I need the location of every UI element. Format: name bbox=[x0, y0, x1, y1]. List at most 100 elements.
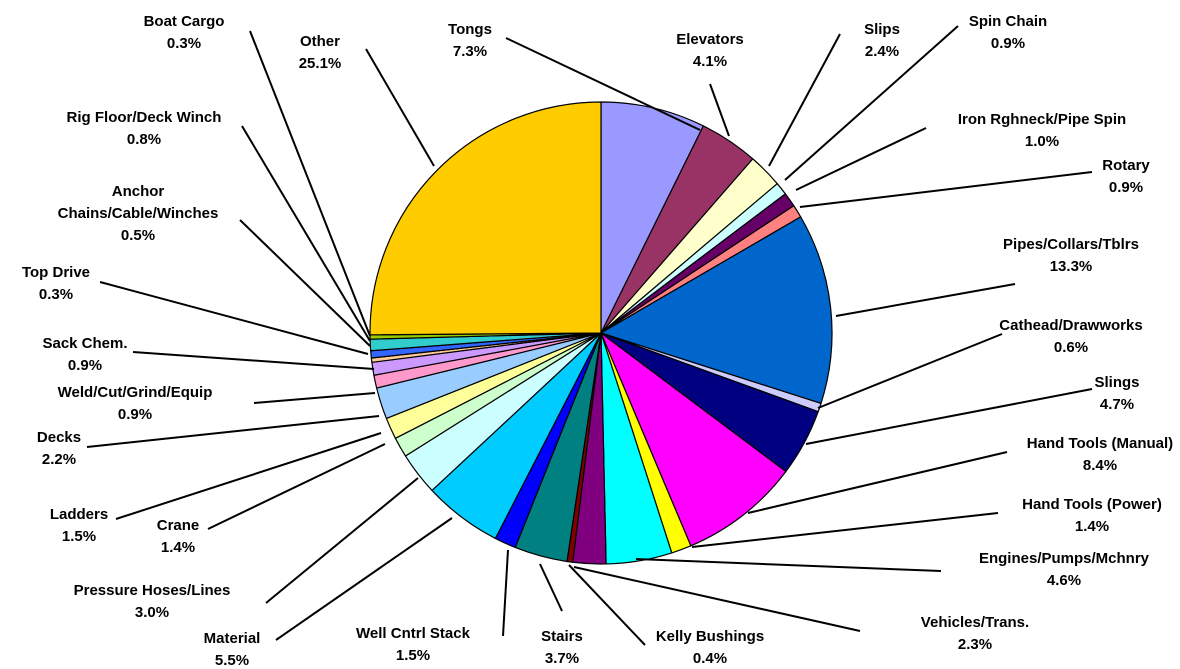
slice-label-value: 7.3% bbox=[453, 43, 487, 60]
slice-label-value: 0.9% bbox=[68, 357, 102, 374]
slice-label-name: Material bbox=[204, 630, 261, 647]
slice-label-value: 2.2% bbox=[42, 451, 76, 468]
leader-line-cathead-drawworks bbox=[818, 334, 1002, 408]
slice-label-value: 3.7% bbox=[545, 650, 579, 667]
slice-label-name: Pipes/Collars/Tblrs bbox=[1003, 236, 1139, 253]
slice-label-name: Weld/Cut/Grind/Equip bbox=[58, 384, 213, 401]
slice-label-value: 1.5% bbox=[62, 528, 96, 545]
leader-line-vehicles-trans bbox=[574, 567, 860, 631]
slice-label-name: Pressure Hoses/Lines bbox=[74, 582, 231, 599]
slice-label-pipes-collars-tblrs: Pipes/Collars/Tblrs 13.3% bbox=[1003, 236, 1139, 275]
slice-label-ladders: Ladders 1.5% bbox=[50, 506, 108, 545]
slice-label-crane: Crane 1.4% bbox=[157, 517, 200, 556]
leader-line-elevators bbox=[710, 84, 729, 136]
slice-label-name: Hand Tools (Manual) bbox=[1027, 435, 1173, 452]
leader-line-pressure-hoses-lines bbox=[266, 478, 418, 603]
slice-label-value: 0.3% bbox=[39, 286, 73, 303]
slice-label-value: 1.4% bbox=[161, 539, 195, 556]
slice-label-name: Vehicles/Trans. bbox=[921, 614, 1029, 631]
slice-label-value: 1.5% bbox=[396, 647, 430, 664]
slice-label-value: 5.5% bbox=[215, 652, 249, 669]
slice-label-name: Chains/Cable/Winches bbox=[58, 205, 219, 222]
leader-line-material bbox=[276, 518, 452, 640]
slice-label-name: Boat Cargo bbox=[144, 13, 225, 30]
slice-label-name: Slings bbox=[1094, 374, 1139, 391]
leader-line-engines-pumps-mchnry bbox=[636, 559, 941, 571]
slice-label-value: 3.0% bbox=[135, 604, 169, 621]
slice-label-hand-tools-power: Hand Tools (Power) 1.4% bbox=[1022, 496, 1162, 535]
slice-label-name: Kelly Bushings bbox=[656, 628, 764, 645]
slice-label-rig-floor-deck-winch: Rig Floor/Deck Winch 0.8% bbox=[67, 109, 222, 148]
slice-label-name: Slips bbox=[864, 21, 900, 38]
slice-label-value: 25.1% bbox=[299, 55, 342, 72]
leader-line-iron-rghneck-pipe-spin bbox=[796, 128, 926, 190]
slice-label-value: 0.6% bbox=[1054, 339, 1088, 356]
slice-label-value: 0.5% bbox=[121, 227, 155, 244]
slice-label-kelly-bushings: Kelly Bushings 0.4% bbox=[656, 628, 764, 667]
pie-slices bbox=[370, 102, 832, 564]
slice-label-value: 4.7% bbox=[1100, 396, 1134, 413]
leader-line-sack-chem bbox=[133, 352, 374, 369]
slice-label-value: 1.4% bbox=[1075, 518, 1109, 535]
slice-label-name: Top Drive bbox=[22, 264, 90, 281]
slice-label-slings: Slings 4.7% bbox=[1094, 374, 1139, 413]
slice-label-stairs: Stairs 3.7% bbox=[541, 628, 583, 667]
slice-label-value: 4.6% bbox=[1047, 572, 1081, 589]
slice-label-elevators: Elevators 4.1% bbox=[676, 31, 744, 70]
slice-label-value: 2.3% bbox=[958, 636, 992, 653]
slice-label-pressure-hoses-lines: Pressure Hoses/Lines 3.0% bbox=[74, 582, 231, 621]
slice-label-slips: Slips 2.4% bbox=[864, 21, 900, 60]
slice-label-name: Spin Chain bbox=[969, 13, 1047, 30]
leader-line-boat-cargo bbox=[250, 31, 370, 336]
slice-label-name: Cathead/Drawworks bbox=[999, 317, 1142, 334]
slice-label-name: Stairs bbox=[541, 628, 583, 645]
slice-label-engines-pumps-mchnry: Engines/Pumps/Mchnry 4.6% bbox=[979, 550, 1150, 589]
slice-label-value: 0.9% bbox=[1109, 179, 1143, 196]
slice-label-name: Hand Tools (Power) bbox=[1022, 496, 1162, 513]
slice-label-top-drive: Top Drive 0.3% bbox=[22, 264, 90, 303]
slice-label-vehicles-trans: Vehicles/Trans. 2.3% bbox=[921, 614, 1029, 653]
leader-line-other bbox=[366, 49, 434, 166]
slice-label-value: 0.8% bbox=[127, 131, 161, 148]
slice-label-value: 2.4% bbox=[865, 43, 899, 60]
slice-label-name: Tongs bbox=[448, 21, 492, 38]
leader-line-ladders bbox=[116, 433, 381, 519]
slice-label-name: Decks bbox=[37, 429, 81, 446]
slice-label-name: Rotary bbox=[1102, 157, 1150, 174]
slice-label-weld-cut-grind-equip: Weld/Cut/Grind/Equip 0.9% bbox=[58, 384, 213, 423]
slice-label-name: Elevators bbox=[676, 31, 744, 48]
slice-label-name: Sack Chem. bbox=[42, 335, 127, 352]
leader-line-crane bbox=[208, 444, 385, 529]
slice-label-spin-chain: Spin Chain 0.9% bbox=[969, 13, 1047, 52]
slice-label-cathead-drawworks: Cathead/Drawworks 0.6% bbox=[999, 317, 1142, 356]
slice-label-value: 0.3% bbox=[167, 35, 201, 52]
slice-label-rotary: Rotary 0.9% bbox=[1102, 157, 1150, 196]
slice-label-name: Other bbox=[300, 33, 340, 50]
slice-label-name: Rig Floor/Deck Winch bbox=[67, 109, 222, 126]
slice-label-name: Engines/Pumps/Mchnry bbox=[979, 550, 1150, 567]
slice-label-tongs: Tongs 7.3% bbox=[448, 21, 492, 60]
slice-label-material: Material 5.5% bbox=[204, 630, 261, 669]
leader-line-rotary bbox=[800, 172, 1092, 207]
slice-label-value: 1.0% bbox=[1025, 133, 1059, 150]
leader-line-weld-cut-grind-equip bbox=[254, 393, 375, 403]
slice-label-name: Well Cntrl Stack bbox=[356, 625, 471, 642]
slice-label-value: 0.9% bbox=[991, 35, 1025, 52]
slice-label-value: 13.3% bbox=[1050, 258, 1093, 275]
slice-label-name: Crane bbox=[157, 517, 200, 534]
leader-line-slips bbox=[769, 34, 840, 166]
slice-label-iron-rghneck-pipe-spin: Iron Rghneck/Pipe Spin 1.0% bbox=[958, 111, 1126, 150]
slice-label-name: Anchor bbox=[112, 183, 165, 200]
slice-label-value: 0.4% bbox=[693, 650, 727, 667]
slice-label-other: Other 25.1% bbox=[299, 33, 342, 72]
leader-line-pipes-collars-tblrs bbox=[836, 284, 1015, 316]
slice-label-name: Iron Rghneck/Pipe Spin bbox=[958, 111, 1126, 128]
slice-label-anchor-chains-cable-winches: Anchor Chains/Cable/Winches 0.5% bbox=[58, 183, 219, 244]
slice-label-sack-chem: Sack Chem. 0.9% bbox=[42, 335, 127, 374]
slice-label-hand-tools-manual: Hand Tools (Manual) 8.4% bbox=[1027, 435, 1173, 474]
leader-line-well-cntrl-stack bbox=[503, 550, 508, 636]
leader-line-rig-floor-deck-winch bbox=[242, 126, 370, 341]
leader-line-top-drive bbox=[100, 282, 368, 354]
